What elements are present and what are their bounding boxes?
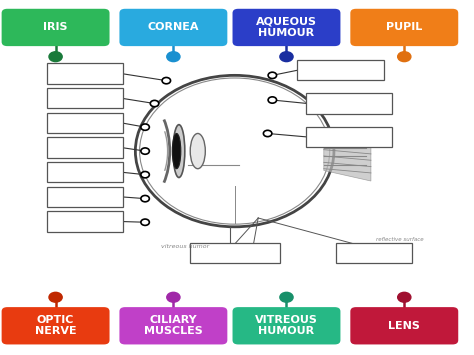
FancyBboxPatch shape (306, 93, 392, 114)
FancyBboxPatch shape (336, 243, 411, 263)
Circle shape (167, 52, 180, 62)
FancyBboxPatch shape (119, 307, 228, 344)
FancyBboxPatch shape (233, 9, 340, 46)
FancyBboxPatch shape (47, 64, 123, 84)
FancyBboxPatch shape (47, 113, 123, 133)
Circle shape (398, 52, 411, 62)
Circle shape (280, 52, 293, 62)
Text: AQUEOUS
HUMOUR: AQUEOUS HUMOUR (256, 17, 317, 38)
Circle shape (162, 77, 171, 84)
Circle shape (49, 292, 62, 302)
Text: IRIS: IRIS (43, 22, 68, 32)
Circle shape (141, 171, 149, 178)
FancyBboxPatch shape (350, 9, 458, 46)
FancyBboxPatch shape (47, 137, 123, 158)
FancyBboxPatch shape (190, 243, 280, 263)
Text: LENS: LENS (388, 321, 420, 331)
FancyBboxPatch shape (306, 127, 392, 147)
Circle shape (150, 100, 159, 107)
Circle shape (141, 124, 149, 130)
FancyBboxPatch shape (1, 9, 109, 46)
Ellipse shape (190, 133, 205, 169)
Ellipse shape (136, 75, 334, 227)
FancyBboxPatch shape (1, 307, 109, 344)
Circle shape (49, 52, 62, 62)
Circle shape (268, 72, 277, 78)
Ellipse shape (173, 125, 185, 178)
FancyBboxPatch shape (297, 60, 384, 80)
Text: vitreous humor: vitreous humor (161, 244, 210, 249)
Circle shape (141, 196, 149, 202)
Text: VITREOUS
HUMOUR: VITREOUS HUMOUR (255, 315, 318, 337)
Ellipse shape (140, 78, 330, 224)
Text: PUPIL: PUPIL (386, 22, 422, 32)
Ellipse shape (173, 133, 181, 169)
FancyBboxPatch shape (47, 187, 123, 207)
FancyBboxPatch shape (47, 88, 123, 109)
FancyBboxPatch shape (233, 307, 340, 344)
Circle shape (141, 219, 149, 225)
Text: CORNEA: CORNEA (147, 22, 199, 32)
Text: reflective surface: reflective surface (376, 237, 423, 242)
Text: CILIARY
MUSCLES: CILIARY MUSCLES (144, 315, 203, 337)
Circle shape (398, 292, 411, 302)
Circle shape (280, 292, 293, 302)
Circle shape (264, 130, 272, 137)
Circle shape (268, 97, 277, 103)
Circle shape (167, 292, 180, 302)
Polygon shape (324, 142, 371, 181)
FancyBboxPatch shape (47, 211, 123, 232)
FancyBboxPatch shape (47, 162, 123, 182)
Text: OPTIC
NERVE: OPTIC NERVE (35, 315, 76, 337)
Circle shape (141, 148, 149, 154)
FancyBboxPatch shape (119, 9, 228, 46)
FancyBboxPatch shape (350, 307, 458, 344)
